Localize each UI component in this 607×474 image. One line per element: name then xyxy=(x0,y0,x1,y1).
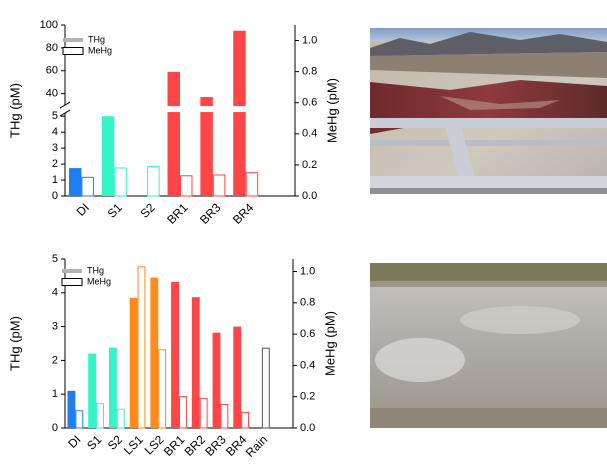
mehg-bar xyxy=(137,266,146,429)
y-tick-label: 40 xyxy=(46,88,58,100)
y2-tick-label: 0.4 xyxy=(302,128,317,140)
x-tick-label: BR3 xyxy=(202,432,229,459)
mehg-bar xyxy=(81,176,94,197)
break-mark xyxy=(59,109,71,117)
thg-bar xyxy=(101,116,115,196)
mehg-bar xyxy=(116,408,125,429)
photo-stream-gray xyxy=(370,263,607,428)
legend-label: MeHg xyxy=(87,276,111,286)
mehg-bar xyxy=(96,403,104,429)
thg-bar xyxy=(88,353,97,428)
x-tick-label: BR1 xyxy=(161,432,188,459)
y2-tick-label: 0.0 xyxy=(300,422,315,434)
y2-tick-label: 1.0 xyxy=(302,34,317,46)
mehg-bar xyxy=(212,174,226,197)
mehg-bar xyxy=(199,397,208,429)
y-tick-label: 1 xyxy=(52,174,58,186)
thg-bar xyxy=(171,281,179,428)
mehg-bar xyxy=(241,411,250,429)
x-tick-label: BR3 xyxy=(197,200,224,227)
mehg-bar xyxy=(245,172,259,197)
y-axis-label: THg (pM) xyxy=(7,83,22,138)
x-tick-label: S1 xyxy=(84,432,105,453)
legend-swatch xyxy=(61,278,83,286)
y-tick-label: 3 xyxy=(52,321,58,333)
x-tick-label: BR4 xyxy=(223,432,250,459)
y-tick-label: 0 xyxy=(52,190,58,202)
y-tick-label: 2 xyxy=(52,158,58,170)
thg-bar xyxy=(67,390,76,428)
photo-stream-red xyxy=(370,28,607,194)
y-tick-label: 80 xyxy=(46,42,58,54)
mehg-bar xyxy=(75,410,84,429)
thg-bar xyxy=(129,297,138,428)
mehg-bar xyxy=(158,349,167,429)
y2-tick-label: 0.6 xyxy=(300,328,315,340)
thg-bar xyxy=(200,97,213,196)
y-tick-label: 2 xyxy=(52,354,58,366)
mehg-bar xyxy=(179,396,187,429)
x-tick-label: BR1 xyxy=(164,200,191,227)
y-tick-label: 5 xyxy=(52,110,58,122)
y2-tick-label: 0.2 xyxy=(300,391,315,403)
thg-bar xyxy=(108,347,117,428)
x-tick-label: LS1 xyxy=(121,432,146,457)
y-tick-label: 4 xyxy=(52,126,58,138)
mehg-bar xyxy=(114,167,127,197)
thg-bar xyxy=(233,326,242,428)
thg-bar xyxy=(212,332,221,428)
y2-tick-label: 1.0 xyxy=(300,265,315,277)
legend-label: THg xyxy=(88,34,105,44)
mehg-bar xyxy=(180,175,193,197)
mehg-bar xyxy=(261,347,270,429)
y-tick-label: 4 xyxy=(52,287,58,299)
y2-tick-label: 0.6 xyxy=(302,97,317,109)
x-tick-label: S2 xyxy=(137,200,158,221)
y-tick-label: 3 xyxy=(52,142,58,154)
x-tick-label: S1 xyxy=(105,200,126,221)
break-mark xyxy=(59,101,71,109)
thg-bar xyxy=(68,168,82,196)
y-tick-label: 1 xyxy=(52,388,58,400)
legend-swatch xyxy=(62,47,84,55)
x-tick-label: BR4 xyxy=(230,200,257,227)
y2-tick-label: 0.4 xyxy=(300,359,315,371)
legend-label: THg xyxy=(87,265,104,275)
y-tick-label: 100 xyxy=(40,19,58,31)
x-tick-label: DI xyxy=(74,200,92,218)
thg-bar xyxy=(167,71,180,196)
x-tick-label: LS2 xyxy=(142,432,167,457)
x-tick-label: Rain xyxy=(243,432,270,459)
y2-axis-label: MeHg (pM) xyxy=(324,78,339,143)
thg-bar xyxy=(150,277,159,428)
y2-tick-label: 0.8 xyxy=(302,66,317,78)
y2-tick-label: 0.2 xyxy=(302,159,317,171)
y2-tick-label: 0.8 xyxy=(300,297,315,309)
y-tick-label: 0 xyxy=(52,422,58,434)
x-tick-label: BR2 xyxy=(182,432,209,459)
thg-bar xyxy=(191,297,200,428)
y-tick-label: 5 xyxy=(52,253,58,265)
y-tick-label: 60 xyxy=(46,65,58,77)
axis-break xyxy=(66,106,294,113)
thg-bar xyxy=(233,30,246,196)
x-tick-label: DI xyxy=(65,432,83,450)
y2-tick-label: 0.0 xyxy=(302,190,317,202)
legend-label: MeHg xyxy=(88,45,112,55)
y2-axis-label: MeHg (pM) xyxy=(322,311,337,376)
mehg-bar xyxy=(220,404,229,429)
mehg-bar xyxy=(147,165,160,197)
y-axis-label: THg (pM) xyxy=(7,316,22,371)
